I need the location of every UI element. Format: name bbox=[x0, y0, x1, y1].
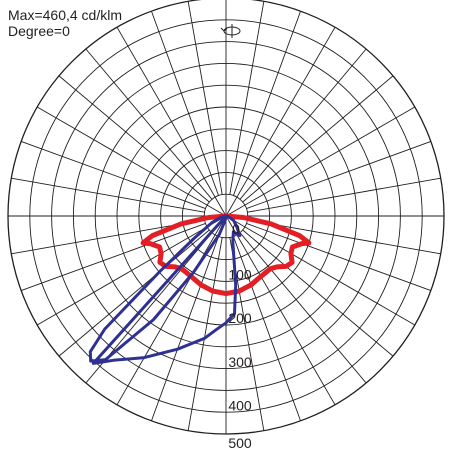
grid-spoke bbox=[116, 215, 227, 406]
grid-spoke bbox=[11, 177, 205, 213]
radial-tick-label: 500 bbox=[228, 435, 252, 451]
grid-spoke bbox=[187, 237, 223, 431]
grid-spoke bbox=[233, 10, 301, 196]
grid-spoke bbox=[20, 223, 206, 291]
grid-spoke bbox=[85, 48, 213, 200]
rotation-icon bbox=[220, 24, 241, 38]
radial-tick-label: 200 bbox=[228, 310, 252, 326]
grid-spoke bbox=[20, 141, 206, 209]
grid-spoke bbox=[116, 26, 227, 217]
radial-labels: 0 100 200 300 400 500 bbox=[228, 221, 252, 451]
grid-spoke bbox=[233, 236, 301, 422]
rotation-icon-arrow bbox=[220, 27, 228, 32]
grid-spoke bbox=[151, 236, 219, 422]
grid-spoke bbox=[58, 75, 210, 203]
grid-spoke bbox=[246, 141, 432, 209]
grid-spoke bbox=[151, 10, 219, 196]
chart-header: Max=460,4 cd/klm Degree=0 bbox=[8, 7, 122, 39]
grid-spoke bbox=[58, 229, 210, 357]
grid-spoke bbox=[225, 215, 336, 406]
radial-tick-label: 300 bbox=[228, 354, 252, 370]
radial-tick-label: 100 bbox=[228, 267, 252, 283]
grid-spoke bbox=[225, 215, 416, 326]
degree-label: Degree=0 bbox=[8, 23, 70, 39]
grid-spoke bbox=[225, 26, 336, 217]
series-curve-c90 bbox=[88, 214, 242, 365]
grid-spoke bbox=[242, 229, 394, 357]
radial-tick-label: 0 bbox=[232, 221, 240, 237]
grid-spoke bbox=[187, 1, 223, 195]
radial-tick-label: 400 bbox=[228, 397, 252, 413]
grid-spoke bbox=[247, 177, 441, 213]
polar-grid bbox=[7, 0, 445, 435]
series-layer bbox=[88, 213, 312, 365]
grid-spoke bbox=[229, 1, 265, 195]
grid-spoke bbox=[36, 106, 227, 217]
series-curve-c0 bbox=[140, 213, 312, 297]
max-intensity-label: Max=460,4 cd/klm bbox=[8, 7, 122, 23]
grid-spoke bbox=[36, 215, 227, 326]
grid-spoke bbox=[239, 232, 367, 384]
grid-spoke bbox=[225, 106, 416, 217]
grid-spoke bbox=[246, 223, 432, 291]
grid-spoke bbox=[239, 48, 367, 200]
grid-spoke bbox=[242, 75, 394, 203]
